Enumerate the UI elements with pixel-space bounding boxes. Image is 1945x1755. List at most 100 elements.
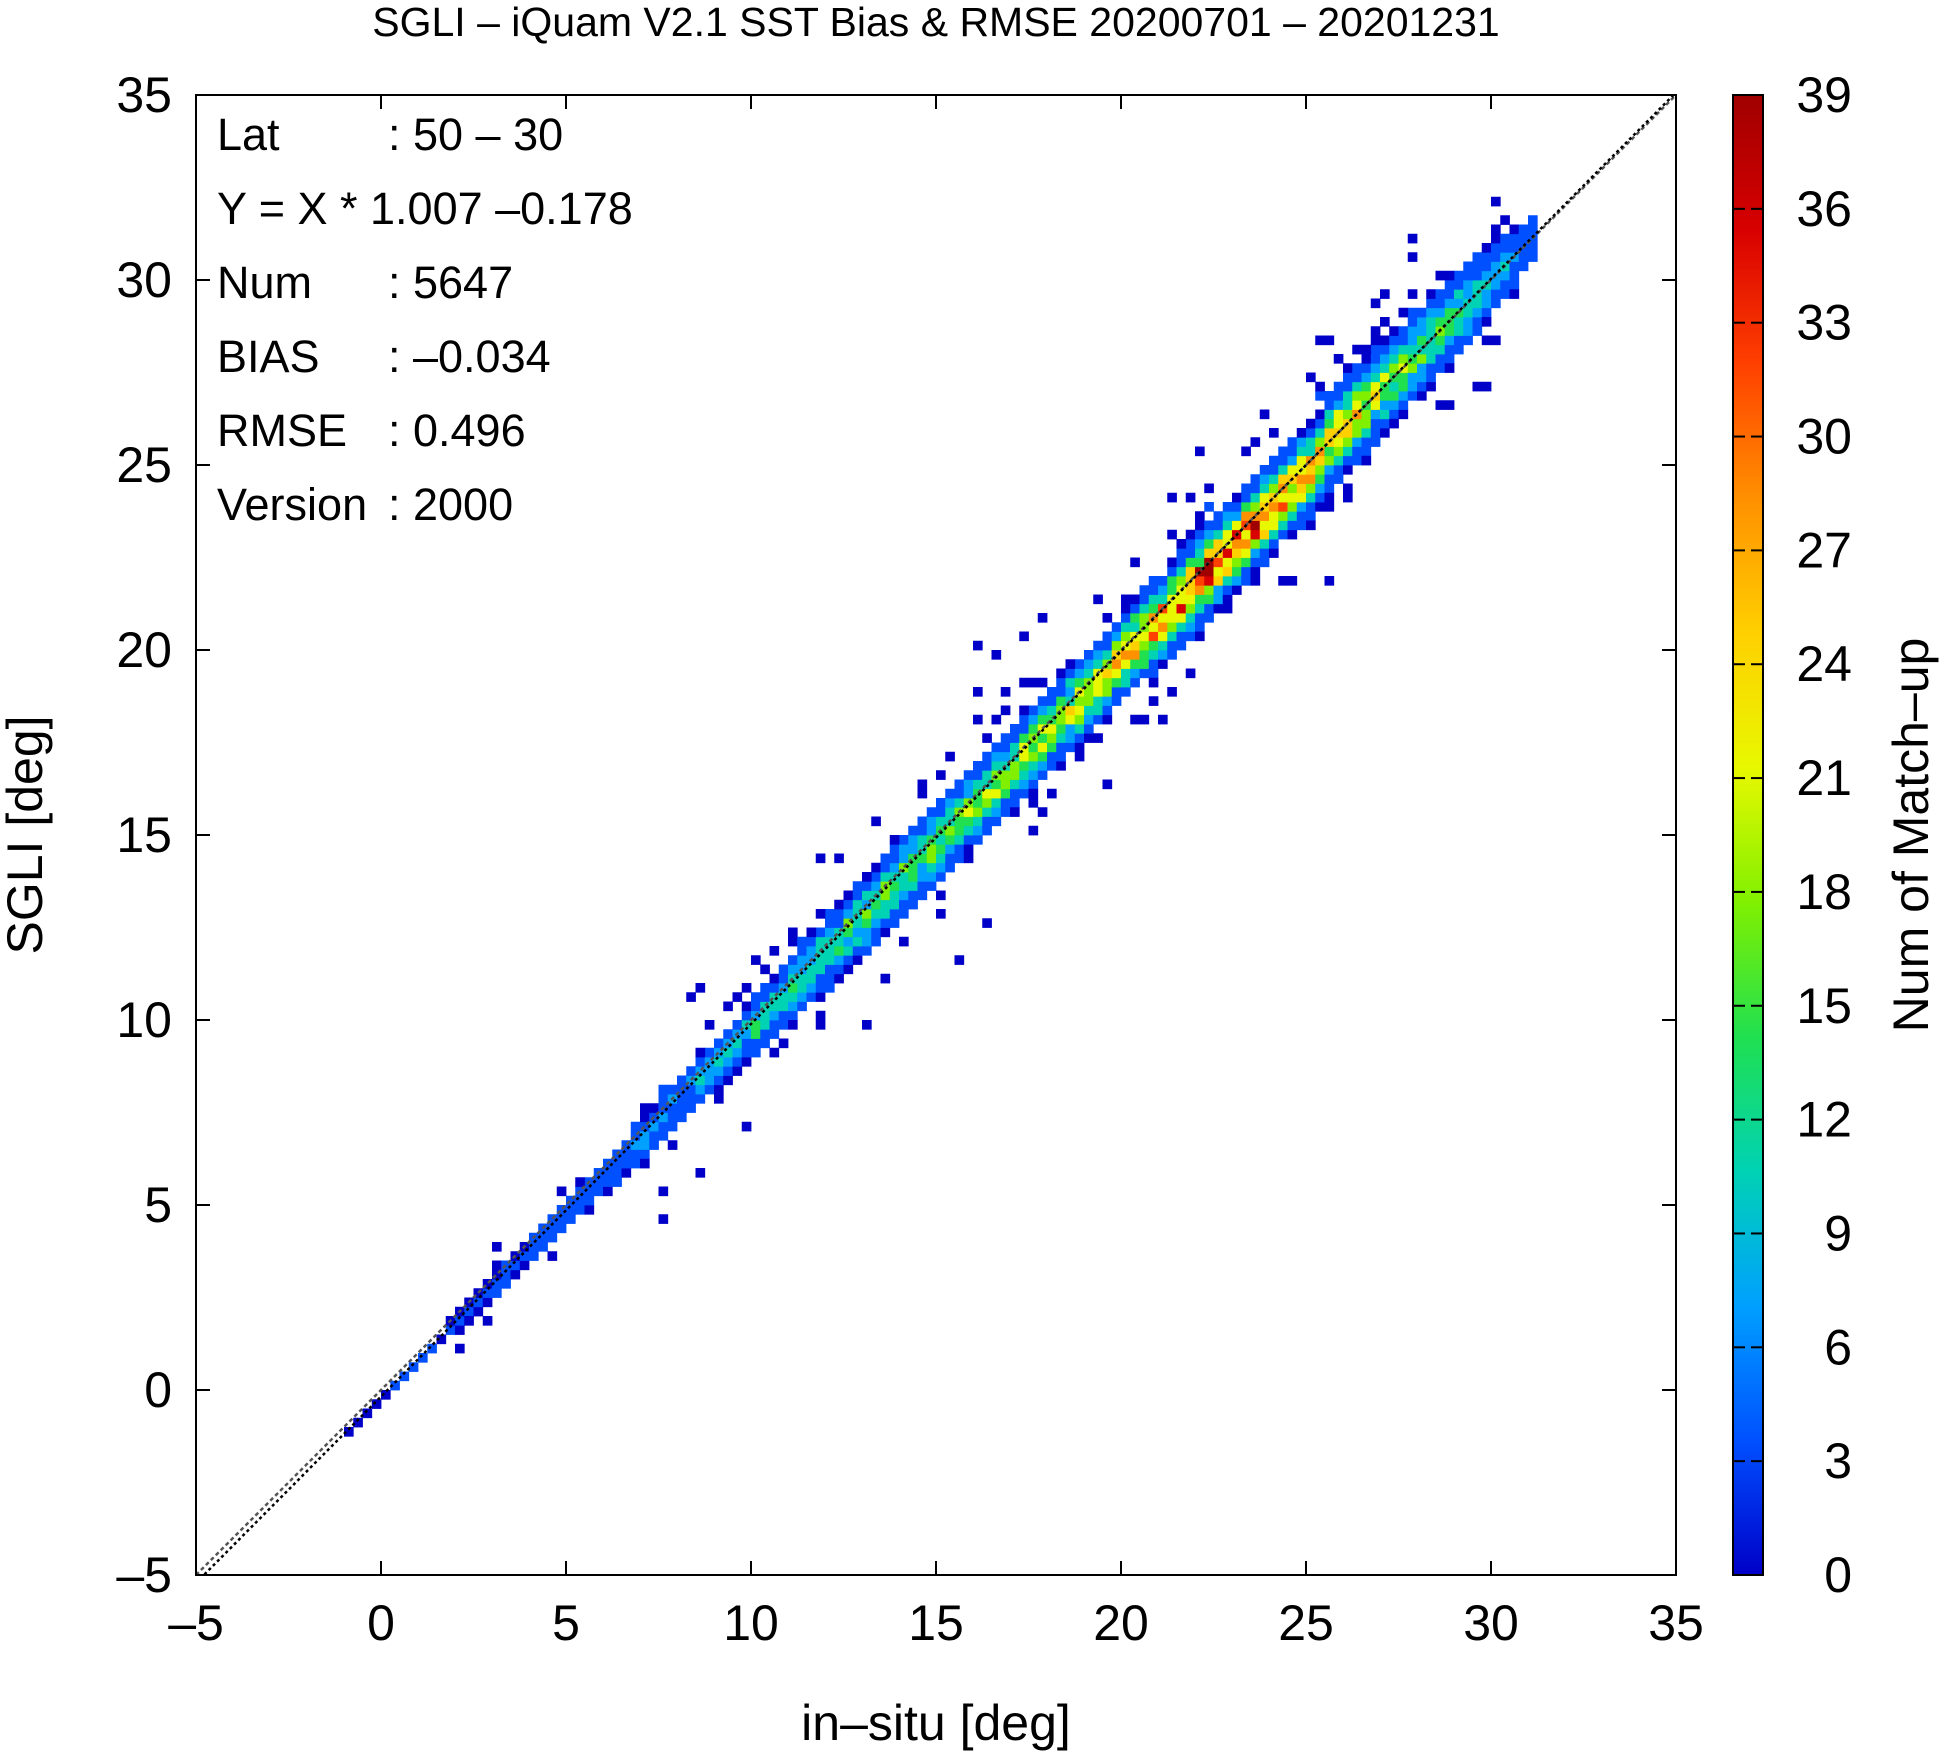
heatmap-cell bbox=[806, 964, 817, 975]
heatmap-cell bbox=[1500, 252, 1510, 262]
heatmap-cell bbox=[677, 1094, 687, 1104]
heatmap-cell bbox=[1241, 576, 1251, 586]
heatmap-cell bbox=[1148, 650, 1159, 660]
heatmap-cell bbox=[1380, 354, 1390, 364]
colorbar-tick-label: 18 bbox=[1796, 864, 1852, 920]
heatmap-cell bbox=[1130, 622, 1140, 632]
heatmap-cell bbox=[760, 1029, 770, 1039]
heatmap-cell bbox=[1407, 317, 1418, 327]
heatmap-cell bbox=[1019, 770, 1029, 780]
heatmap-cell bbox=[815, 936, 826, 947]
heatmap-cell bbox=[806, 973, 817, 984]
heatmap-cell bbox=[704, 1047, 715, 1058]
heatmap-cell bbox=[1213, 566, 1224, 577]
heatmap-cell bbox=[1019, 751, 1029, 762]
heatmap-cell bbox=[1370, 400, 1381, 410]
heatmap-cell bbox=[390, 1380, 400, 1391]
heatmap-cell bbox=[769, 1029, 780, 1039]
heatmap-cell bbox=[1084, 650, 1094, 660]
heatmap-cell bbox=[926, 853, 937, 864]
heatmap-cell bbox=[1148, 622, 1159, 632]
heatmap-cell bbox=[1222, 529, 1233, 540]
heatmap-cell bbox=[1296, 428, 1307, 438]
heatmap-cell bbox=[1241, 446, 1251, 457]
heatmap-cell bbox=[1121, 687, 1131, 697]
heatmap-cell bbox=[621, 1149, 632, 1160]
heatmap-cell bbox=[1037, 677, 1048, 688]
heatmap-cell bbox=[1435, 289, 1446, 299]
heatmap-cell bbox=[1426, 363, 1436, 373]
heatmap-cell bbox=[1222, 566, 1233, 577]
colorbar-tick-label: 39 bbox=[1796, 67, 1852, 123]
heatmap-cell bbox=[1010, 779, 1020, 790]
heatmap-cell bbox=[714, 1084, 724, 1095]
heatmap-cell bbox=[973, 687, 983, 697]
y-tick-label: 5 bbox=[144, 1177, 172, 1233]
heatmap-cell bbox=[1241, 539, 1251, 549]
heatmap-cell bbox=[1343, 437, 1353, 447]
heatmap-cell bbox=[1222, 548, 1233, 558]
heatmap-cell bbox=[1343, 446, 1353, 457]
heatmap-cell bbox=[1000, 751, 1011, 762]
heatmap-cell bbox=[1028, 724, 1039, 734]
heatmap-cell bbox=[1250, 520, 1261, 531]
heatmap-cell bbox=[1278, 520, 1288, 531]
heatmap-cell bbox=[1167, 576, 1177, 586]
heatmap-cell bbox=[1315, 502, 1325, 512]
heatmap-cell bbox=[1250, 529, 1261, 540]
heatmap-cell bbox=[926, 825, 937, 836]
heatmap-cell bbox=[1287, 511, 1298, 521]
heatmap-cell bbox=[1074, 742, 1085, 753]
heatmap-cell bbox=[723, 1029, 733, 1039]
colorbar-tick-label: 0 bbox=[1824, 1547, 1852, 1603]
heatmap-cell bbox=[991, 650, 1002, 660]
heatmap-cell bbox=[1019, 677, 1029, 688]
heatmap-cell bbox=[1102, 714, 1113, 725]
heatmap-cell bbox=[815, 853, 826, 864]
heatmap-cell bbox=[973, 779, 983, 790]
heatmap-cell bbox=[1306, 428, 1316, 438]
heatmap-cell bbox=[1407, 372, 1418, 383]
heatmap-cell bbox=[1167, 687, 1177, 697]
heatmap-cell bbox=[630, 1149, 641, 1160]
heatmap-cell bbox=[917, 816, 928, 827]
heatmap-cell bbox=[381, 1390, 391, 1400]
heatmap-cell bbox=[1195, 603, 1205, 614]
heatmap-cell bbox=[862, 1020, 872, 1030]
heatmap-cell bbox=[1130, 594, 1140, 605]
heatmap-cell bbox=[1287, 520, 1298, 531]
heatmap-cell bbox=[1269, 483, 1279, 494]
heatmap-cell bbox=[1287, 455, 1298, 466]
heatmap-cell bbox=[1426, 298, 1436, 309]
heatmap-cell bbox=[908, 825, 918, 836]
heatmap-cell bbox=[1370, 418, 1381, 429]
heatmap-cell bbox=[704, 1020, 715, 1030]
heatmap-cell bbox=[1176, 566, 1187, 577]
heatmap-cell bbox=[519, 1251, 530, 1261]
heatmap-cell bbox=[1509, 261, 1520, 272]
heatmap-cell bbox=[899, 936, 909, 947]
heatmap-cell bbox=[1204, 566, 1214, 577]
heatmap-cell bbox=[1056, 733, 1066, 743]
heatmap-cell bbox=[908, 844, 918, 854]
heatmap-cell bbox=[1463, 335, 1473, 346]
heatmap-cell bbox=[1204, 548, 1214, 558]
heatmap-cell bbox=[1232, 492, 1242, 503]
heatmap-cell bbox=[1213, 603, 1224, 614]
heatmap-cell bbox=[649, 1131, 659, 1141]
heatmap-cell bbox=[473, 1288, 484, 1298]
heatmap-cell bbox=[1028, 788, 1039, 799]
heatmap-cell bbox=[640, 1131, 650, 1141]
heatmap-cell bbox=[982, 825, 992, 836]
heatmap-cell bbox=[1056, 687, 1066, 697]
heatmap-cell bbox=[1047, 733, 1057, 743]
heatmap-cell bbox=[778, 964, 789, 975]
heatmap-cell bbox=[1204, 539, 1214, 549]
heatmap-cell bbox=[1472, 317, 1483, 327]
heatmap-cell bbox=[695, 1094, 706, 1104]
heatmap-cell bbox=[1195, 585, 1205, 595]
heatmap-cell bbox=[1352, 418, 1362, 429]
heatmap-cell bbox=[1324, 455, 1335, 466]
heatmap-cell bbox=[741, 1121, 752, 1132]
heatmap-cell bbox=[1084, 659, 1094, 669]
